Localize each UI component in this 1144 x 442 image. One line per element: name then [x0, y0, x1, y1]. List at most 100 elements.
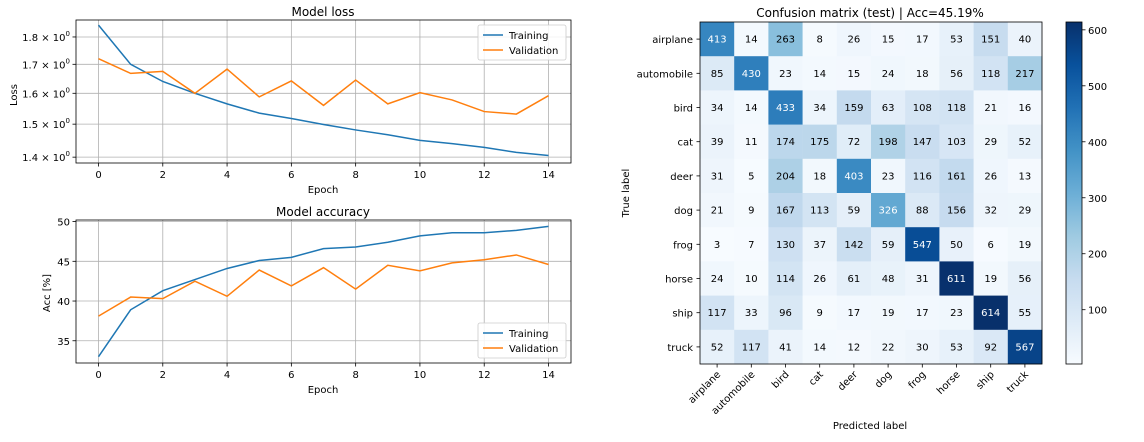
accuracy-xtick-label: 8	[352, 370, 358, 381]
cm-cell-value: 13	[1019, 171, 1032, 182]
loss-xtick-label: 10	[414, 170, 427, 181]
cm-cell	[905, 90, 940, 125]
cm-cell	[973, 56, 1009, 91]
cm-cell	[700, 56, 735, 91]
cm-cell-value: 156	[947, 206, 966, 217]
cm-cell	[700, 329, 735, 365]
cm-cell-value: 263	[776, 35, 795, 46]
cm-cell-value: 61	[848, 274, 861, 285]
cm-cell	[905, 158, 940, 194]
cm-cell-value: 50	[950, 240, 963, 251]
cm-cell	[768, 193, 803, 228]
cm-cell-value: 85	[711, 69, 724, 80]
cm-cell-value: 21	[711, 206, 724, 217]
cm-cell	[700, 227, 735, 262]
cm-cell-value: 63	[882, 103, 895, 114]
cm-cell	[836, 329, 872, 365]
cm-cell	[734, 227, 769, 262]
cm-cell	[734, 261, 769, 296]
cm-cell-value: 59	[848, 206, 861, 217]
cm-cell	[836, 261, 872, 296]
cm-cell	[836, 158, 872, 194]
cm-cell	[1007, 56, 1043, 91]
accuracy-ytick-label: 35	[57, 337, 70, 348]
cm-cell	[700, 22, 735, 57]
cm-cell	[836, 22, 872, 57]
cm-cell	[734, 56, 769, 91]
cm-cell-value: 39	[711, 137, 724, 148]
loss-xtick-label: 12	[478, 170, 491, 181]
accuracy-chart-ylabel: Acc [%]	[42, 274, 53, 312]
cm-cell-value: 326	[879, 206, 898, 217]
accuracy-axes-frame	[75, 219, 572, 364]
cm-cell-value: 403	[844, 171, 863, 182]
colorbar-tick-label: 500	[1088, 82, 1107, 93]
cm-cell	[802, 227, 838, 262]
cm-cell-value: 430	[742, 69, 761, 80]
cm-cell	[768, 90, 803, 125]
cm-cell-value: 103	[947, 137, 966, 148]
cm-cell	[1007, 22, 1043, 57]
cm-cell-value: 6	[988, 240, 994, 251]
cm-cell-value: 72	[848, 137, 861, 148]
accuracy-series-training-line	[97, 225, 549, 358]
cm-cell-value: 53	[950, 342, 963, 353]
cm-cell-value: 48	[882, 274, 895, 285]
cm-cell	[871, 227, 906, 262]
loss-axes-frame	[75, 19, 572, 164]
cm-cell-value: 34	[813, 103, 826, 114]
cm-cell-value: 18	[813, 171, 826, 182]
cm-cell-value: 567	[1015, 342, 1034, 353]
cm-cell-value: 14	[745, 103, 758, 114]
cm-ytick-label: dog	[674, 206, 693, 217]
cm-cell-value: 37	[813, 240, 826, 251]
cm-cell	[905, 227, 940, 262]
cm-cell-value: 117	[742, 342, 761, 353]
cm-cell	[734, 158, 769, 194]
cm-cell-value: 31	[711, 171, 724, 182]
colorbar-tick-label: 300	[1088, 194, 1107, 205]
colorbar-tick-label: 600	[1088, 26, 1107, 37]
cm-cell-value: 118	[947, 103, 966, 114]
accuracy-legend-label-training: Training	[508, 329, 548, 340]
cm-cell	[836, 193, 872, 228]
cm-cell-value: 23	[779, 69, 792, 80]
cm-cell-value: 40	[1019, 35, 1032, 46]
cm-cell	[939, 193, 974, 228]
cm-cell	[802, 193, 838, 228]
accuracy-ytick-label: 50	[57, 218, 70, 229]
cm-cell	[939, 22, 974, 57]
cm-cell	[768, 22, 803, 57]
accuracy-xtick-label: 4	[224, 370, 230, 381]
cm-cell	[768, 329, 803, 365]
cm-cell-value: 19	[984, 274, 997, 285]
cm-ytick-label: frog	[673, 240, 693, 251]
loss-legend-label-training: Training	[508, 31, 548, 42]
cm-cell	[836, 227, 872, 262]
cm-cell-value: 31	[916, 274, 929, 285]
cm-cell	[871, 124, 906, 160]
cm-cell-value: 55	[1019, 308, 1032, 319]
cm-cell	[973, 124, 1009, 160]
cm-cell	[768, 124, 803, 160]
cm-cell-value: 175	[810, 137, 829, 148]
cm-cell	[700, 193, 735, 228]
cm-cell	[905, 329, 940, 365]
colorbar: 100 200 300 400 500 600	[1065, 21, 1107, 365]
cm-cell-value: 32	[984, 206, 997, 217]
cm-cell	[871, 56, 906, 91]
cm-cell	[939, 90, 974, 125]
loss-legend-box	[477, 24, 567, 61]
cm-cell-value: 161	[947, 171, 966, 182]
cm-cell-value: 3	[714, 240, 720, 251]
cm-cell-value: 12	[848, 342, 861, 353]
cm-cell-value: 15	[848, 69, 861, 80]
cm-cell	[802, 124, 838, 160]
cm-cell	[734, 90, 769, 125]
cm-ytick-label: automobile	[637, 69, 693, 80]
cm-cell-value: 147	[913, 137, 932, 148]
loss-xtick-label: 14	[542, 170, 555, 181]
loss-chart-ylabel: Loss	[9, 84, 20, 106]
accuracy-chart-title: Model accuracy	[276, 205, 370, 219]
